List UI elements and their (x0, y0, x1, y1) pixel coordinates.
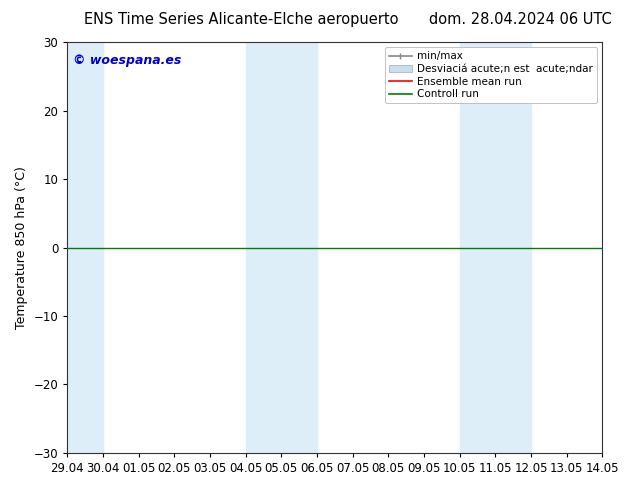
Bar (67, 42, 103, 453)
Bar (460, 42, 531, 453)
Text: ENS Time Series Alicante-Elche aeropuerto: ENS Time Series Alicante-Elche aeropuert… (84, 12, 398, 27)
Bar (245, 42, 317, 453)
Text: dom. 28.04.2024 06 UTC: dom. 28.04.2024 06 UTC (429, 12, 611, 27)
Legend: min/max, Desviaciá acute;n est  acute;ndar, Ensemble mean run, Controll run: min/max, Desviaciá acute;n est acute;nda… (385, 47, 597, 103)
Text: © woespana.es: © woespana.es (73, 54, 181, 68)
Y-axis label: Temperature 850 hPa (°C): Temperature 850 hPa (°C) (15, 166, 28, 329)
